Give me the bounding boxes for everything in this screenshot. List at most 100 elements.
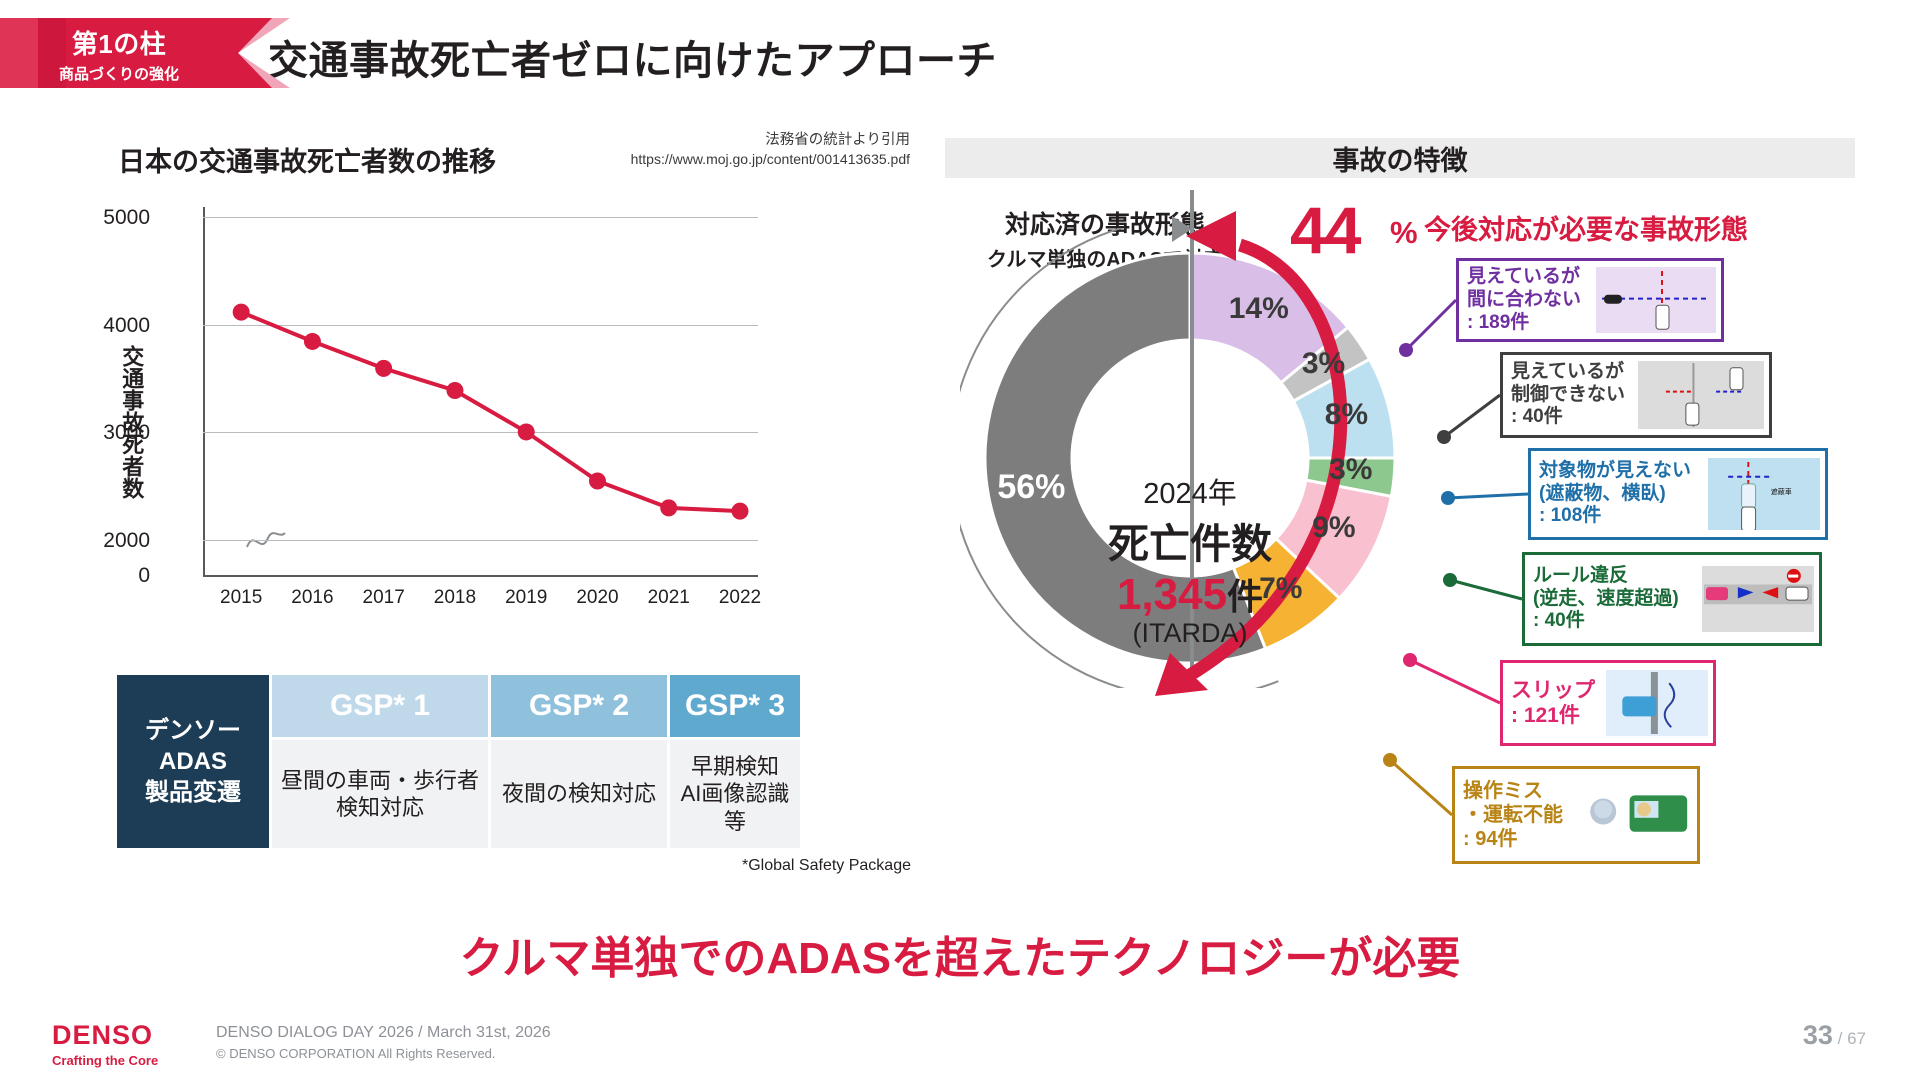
callout-line: スリップ [1511, 678, 1595, 702]
line-series [232, 303, 749, 520]
gsp-cell-line: 等 [723, 808, 746, 834]
accident-callout: スリップ : 121件 [1500, 660, 1716, 746]
accident-callout: 操作ミス ・運転不能 : 94件 [1452, 766, 1700, 864]
accident-callout: 対象物が見えない (遮蔽物、横臥) : 108件 遮蔽車 [1528, 448, 1828, 540]
data-point [375, 359, 393, 377]
callout-line: 間に合わない [1467, 288, 1582, 310]
gridline [203, 217, 758, 218]
ribbon-shade-a [0, 18, 38, 88]
pillar-ribbon: 第1の柱 商品づくりの強化 [0, 18, 238, 88]
chart-source-line2: https://www.moj.go.jp/content/001413635.… [630, 151, 910, 167]
gsp-body-cell: 昼間の車両・歩行者 検知対応 [272, 740, 488, 848]
callout-text: 操作ミス ・運転不能 : 94件 [1455, 774, 1572, 856]
data-point [731, 502, 749, 520]
x-axis-tick: 2017 [362, 587, 405, 608]
callout-line: 対象物が見えない [1539, 459, 1692, 481]
x-axis-tick: 2022 [718, 587, 762, 608]
red-curved-arrow [1186, 238, 1348, 681]
gridline [203, 432, 758, 434]
y-axis-tick: 4000 [103, 313, 150, 337]
bottom-message: クルマ単独でのADASを超えたテクノロジーが必要 [459, 934, 1461, 983]
red-arrow-head-bottom [1155, 653, 1208, 696]
donut-center-source: (ITARDA) [1132, 618, 1248, 648]
y-axis-tick: 5000 [103, 206, 150, 229]
grey-arrow-head-top [1172, 216, 1192, 242]
gsp-row-label-line2: ADAS [158, 747, 227, 775]
callout-line: : 189件 [1467, 311, 1530, 333]
callout-line: 操作ミス [1463, 780, 1543, 802]
callout-line: : 40件 [1533, 610, 1585, 632]
callout-line: (遮蔽物、横臥) [1539, 482, 1666, 504]
donut-center-value: 1,345件 [1035, 568, 1345, 620]
gsp-header-row: GSP* 1 GSP* 2 GSP* 3 [272, 675, 907, 737]
gridline [203, 540, 758, 542]
accident-features-header: 事故の特徴 [945, 138, 1855, 178]
callout-line: : 121件 [1511, 704, 1580, 727]
gsp-row-label-line3: 製品変遷 [145, 779, 241, 807]
gsp-cell-line: 昼間の車両・歩行者 [280, 767, 479, 793]
callout-line: 見えているが [1467, 266, 1581, 287]
callout-line: ルール違反 [1533, 564, 1629, 586]
callout-line: : 40件 [1511, 406, 1563, 428]
denso-logo-tagline: Crafting the Core [52, 1053, 159, 1068]
donut-center-label: 死亡件数 [1108, 521, 1272, 567]
x-axis-tick: 2015 [220, 587, 263, 608]
callout-line: : 94件 [1463, 828, 1518, 850]
y-axis-tick: 3000 [103, 421, 150, 445]
ribbon-shade-b [38, 18, 66, 88]
flow-arrows [1155, 190, 1348, 696]
chart-source-line1: 法務省の統計より引用 [765, 132, 910, 148]
data-point [303, 332, 321, 350]
data-point [660, 499, 678, 517]
chart-source: 法務省の統計より引用 https://www.moj.go.jp/content… [600, 128, 910, 167]
callout-text: 対象物が見えない (遮蔽物、横臥) : 108件 [1531, 455, 1708, 533]
gsp-body-cell: 夜間の検知対応 [491, 740, 667, 848]
page-number: 33 / 67 [1803, 1020, 1866, 1051]
denso-logo-word: DENSO [52, 1020, 154, 1050]
gsp-header-cell: GSP* 2 [491, 675, 667, 737]
need-attention-percent: 44 [1290, 193, 1361, 267]
gsp-body-row: 昼間の車両・歩行者 検知対応 夜間の検知対応 早期検知 AI画像認識等 [272, 740, 907, 848]
callout-line: 見えているが [1511, 360, 1625, 382]
footer-event: DENSO DIALOG DAY 2026 / March 31st, 2026 [216, 1024, 551, 1041]
y-axis-label: 交通事故死者数 [119, 345, 145, 499]
donut-center-year: 2024年 [1143, 478, 1237, 510]
callout-line: : 108件 [1539, 505, 1602, 527]
divider-line [1190, 190, 1194, 690]
page-title: 交通事故死亡者ゼロに向けたアプローチ [268, 39, 997, 83]
x-axis-tick: 2019 [505, 587, 548, 608]
callout-text: 見えているが 制御できない : 40件 [1503, 356, 1638, 434]
donut-slice-label: 14% [1228, 291, 1289, 325]
callout-line: 制御できない [1511, 383, 1626, 405]
gsp-table: デンソー ADAS 製品変遷 GSP* 1 GSP* 2 GSP* 3 昼間の車両・… [117, 675, 911, 874]
y-axis-tick: 0 [138, 564, 150, 587]
donut-center-unit: 件 [1227, 576, 1264, 617]
page-total: / 67 [1837, 1029, 1866, 1048]
gsp-body-cell: 早期検知 AI画像認識等 [670, 740, 800, 848]
donut-slice [983, 251, 1268, 665]
red-arrow-head-top [1186, 211, 1236, 261]
x-axis-tick: 2020 [576, 587, 619, 608]
callout-diagram-wrong-way-driving-diagram [1702, 566, 1814, 632]
footer-text: DENSO DIALOG DAY 2026 / March 31st, 2026… [216, 1024, 551, 1061]
slide-footer: DENSO Crafting the Core DENSO DIALOG DAY… [0, 1004, 1920, 1080]
donut-slice-label: 56% [997, 468, 1066, 507]
gsp-row-label-line1: デンソー [145, 716, 241, 744]
gsp-cell-line: 夜間の検知対応 [501, 781, 656, 807]
gsp-footnote: *Global Safety Package [742, 857, 911, 874]
need-attention-percent-sign: % [1390, 215, 1418, 250]
y-axis-line [203, 207, 205, 577]
callout-text: 見えているが 間に合わない : 189件 [1459, 261, 1596, 339]
data-point [517, 423, 535, 441]
footer-copyright: © DENSO CORPORATION All Rights Reserved. [216, 1046, 496, 1061]
ribbon-pillar-subtitle: 商品づくりの強化 [58, 66, 179, 83]
need-attention-label: 今後対応が必要な事故形態 [1424, 215, 1748, 245]
data-point [446, 381, 464, 399]
callout-diagram-driver-error-illustration [1572, 780, 1692, 850]
callout-diagram-intersection-turning-cars-diagram [1638, 361, 1764, 429]
donut-center-text: 2024年 死亡件数 1,345件 (ITARDA) [1035, 470, 1345, 649]
gsp-cell-line: 検知対応 [335, 795, 424, 820]
line-chart: 交通事故死者数 5000 4000 3000 2000 0 2015 2016 2017 201… [103, 195, 765, 608]
data-point [588, 472, 606, 490]
